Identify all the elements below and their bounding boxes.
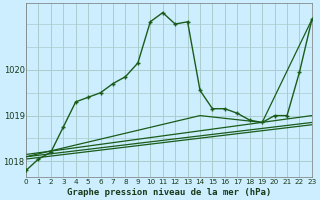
X-axis label: Graphe pression niveau de la mer (hPa): Graphe pression niveau de la mer (hPa) bbox=[67, 188, 271, 197]
